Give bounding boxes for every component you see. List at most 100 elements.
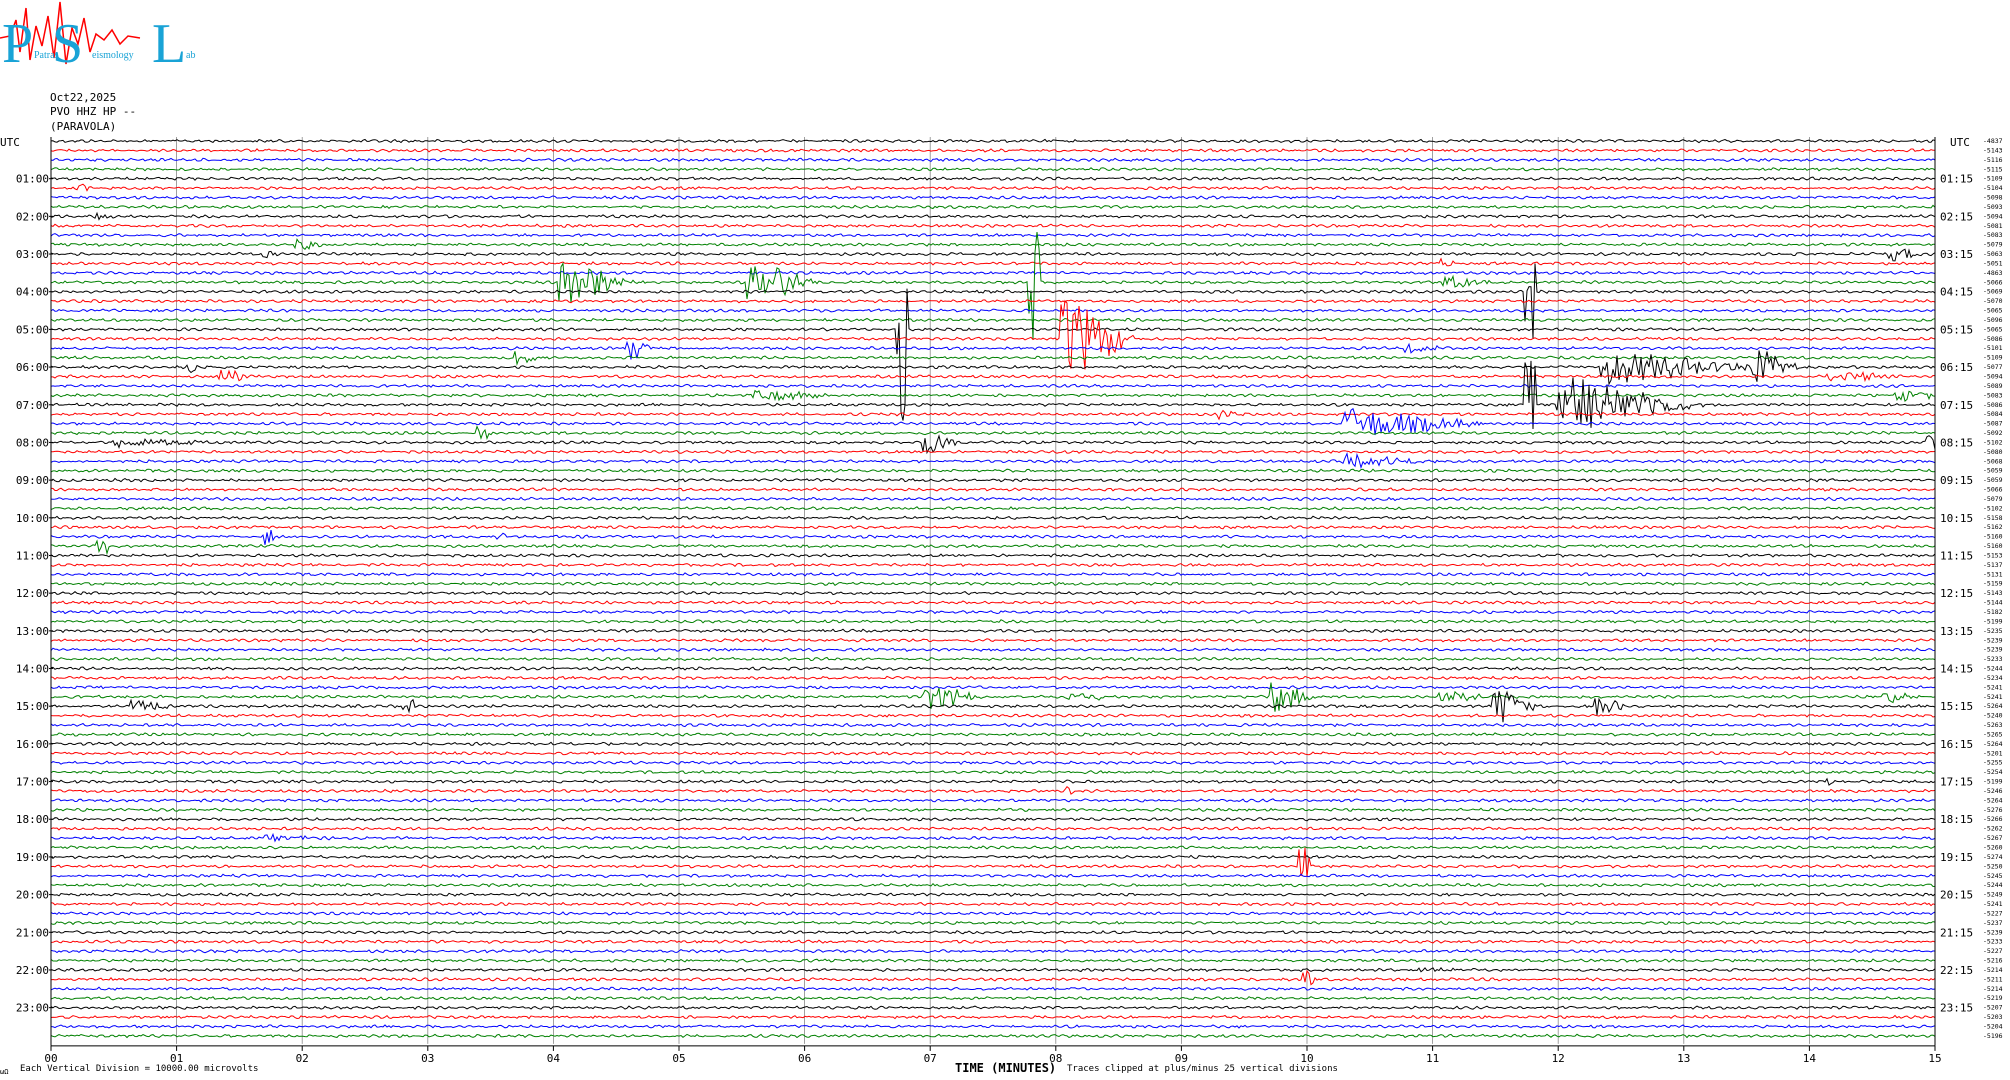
- hour-label-right: 04:15: [1940, 286, 1973, 299]
- trace-line: [50, 832, 1936, 843]
- x-tick-label: 06: [798, 1052, 811, 1065]
- trace-line: [50, 798, 1936, 803]
- hour-label-left: 20:00: [16, 889, 49, 902]
- x-tick-label: 00: [44, 1052, 57, 1065]
- trace-line: [50, 223, 1936, 228]
- psl-logo: P S L Patras eismology ab: [0, 1, 195, 75]
- hour-label-right: 14:15: [1940, 663, 1973, 676]
- trace-offset-label: -5101: [1983, 344, 2003, 352]
- trace-line: [50, 911, 1936, 916]
- trace-offset-label: -5080: [1983, 448, 2003, 456]
- hour-label-left: 08:00: [16, 436, 49, 449]
- trace-offset-label: -5109: [1983, 175, 2003, 183]
- trace-offset-label: -5160: [1983, 533, 2003, 541]
- trace-line: [50, 389, 1936, 403]
- trace-offset-label: -5102: [1983, 438, 2003, 446]
- x-tick-label: 05: [672, 1052, 685, 1065]
- chart-labels: UTC UTC 00 01 02 03 04 05 06 07 08 09 10 11 12 13 14 15…: [0, 136, 2003, 1065]
- trace-offset-label: -5244: [1983, 665, 2003, 673]
- trace-line: [50, 751, 1936, 756]
- trace-offset-label: -5211: [1983, 975, 2003, 983]
- trace-line: [50, 248, 1936, 262]
- trace-offset-label: -5237: [1983, 919, 2003, 927]
- trace-line: [50, 638, 1936, 643]
- trace-offset-label: -5131: [1983, 570, 2003, 578]
- trace-offset-label: -5235: [1983, 627, 2003, 635]
- trace-line: [50, 360, 1936, 430]
- trace-offset-label: -5160: [1983, 542, 2003, 550]
- trace-line: [50, 854, 1936, 860]
- trace-offset-label: -5068: [1983, 457, 2003, 465]
- trace-line: [50, 204, 1936, 210]
- trace-line: [50, 468, 1936, 473]
- trace-offset-label: -5086: [1983, 401, 2003, 409]
- trace-offset-label: -5065: [1983, 307, 2003, 315]
- trace-line: [50, 351, 1936, 366]
- hour-label-left: 13:00: [16, 625, 49, 638]
- trace-line: [50, 148, 1936, 153]
- trace-line: [50, 340, 1936, 360]
- trace-offset-label: -5116: [1983, 156, 2003, 164]
- trace-offset-label: -5137: [1983, 561, 2003, 569]
- trace-offset-label: -5262: [1983, 825, 2003, 833]
- trace-line: [50, 600, 1936, 605]
- hour-label-left: 01:00: [16, 173, 49, 186]
- trace-line: [50, 581, 1936, 586]
- trace-offset-label: -5274: [1983, 853, 2003, 861]
- trace-line: [50, 785, 1936, 795]
- trace-line: [50, 238, 1935, 251]
- trace-line: [50, 1024, 1936, 1029]
- trace-line: [50, 1005, 1936, 1010]
- trace-offset-label: -5070: [1983, 297, 2003, 305]
- hour-label-right: 23:15: [1940, 1002, 1973, 1015]
- trace-line: [50, 452, 1936, 470]
- scale-note: Each Vertical Division = 10000.00 microv…: [20, 1064, 259, 1074]
- left-utc-label: UTC: [0, 136, 20, 149]
- trace-offset-label: -5216: [1983, 957, 2003, 965]
- logo-letter-l: L: [152, 13, 186, 75]
- trace-line: [50, 769, 1936, 775]
- hour-label-right: 11:15: [1940, 549, 1973, 562]
- hour-label-left: 03:00: [16, 248, 49, 261]
- trace-offset-label: -5094: [1983, 212, 2003, 220]
- hour-label-right: 20:15: [1940, 889, 1973, 902]
- trace-offset-label: -5254: [1983, 768, 2003, 776]
- hour-label-right: 16:15: [1940, 738, 1973, 751]
- trace-line: [50, 948, 1936, 954]
- trace-offset-label: -5084: [1983, 410, 2003, 418]
- trace-line: [50, 211, 1936, 221]
- hour-label-left: 07:00: [16, 399, 49, 412]
- trace-line: [50, 682, 1936, 712]
- trace-line: [50, 656, 1936, 662]
- trace-offset-label: -5264: [1983, 740, 2003, 748]
- trace-line: [50, 308, 1936, 313]
- trace-line: [50, 1033, 1936, 1039]
- trace-offset-label: -5267: [1983, 834, 2003, 842]
- trace-offset-label: -5066: [1983, 486, 2003, 494]
- trace-line: [50, 690, 1936, 723]
- trace-line: [50, 741, 1936, 747]
- trace-line: [50, 138, 1936, 144]
- hour-label-left: 21:00: [16, 926, 49, 939]
- trace-line: [50, 183, 1936, 192]
- hour-label-right: 09:15: [1940, 474, 1973, 487]
- hour-label-right: 07:15: [1940, 399, 1973, 412]
- trace-line: [50, 760, 1936, 766]
- x-tick-label: 02: [296, 1052, 309, 1065]
- trace-offset-label: -5159: [1983, 580, 2003, 588]
- hour-label-left: 19:00: [16, 851, 49, 864]
- trace-line: [50, 969, 1936, 986]
- header-site: (PARAVOLA): [50, 120, 117, 133]
- trace-line: [50, 986, 1936, 992]
- trace-line: [50, 496, 1936, 502]
- trace-offset-label: -5241: [1983, 683, 2003, 691]
- hour-label-left: 09:00: [16, 474, 49, 487]
- trace-offset-label: -5241: [1983, 693, 2003, 701]
- trace-line: [50, 807, 1936, 813]
- chart-axes: [49, 137, 1936, 1051]
- trace-offset-label: -5250: [1983, 862, 2003, 870]
- trace-offset-label: -5087: [1983, 420, 2003, 428]
- trace-line: [50, 817, 1936, 822]
- trace-line: [50, 920, 1936, 926]
